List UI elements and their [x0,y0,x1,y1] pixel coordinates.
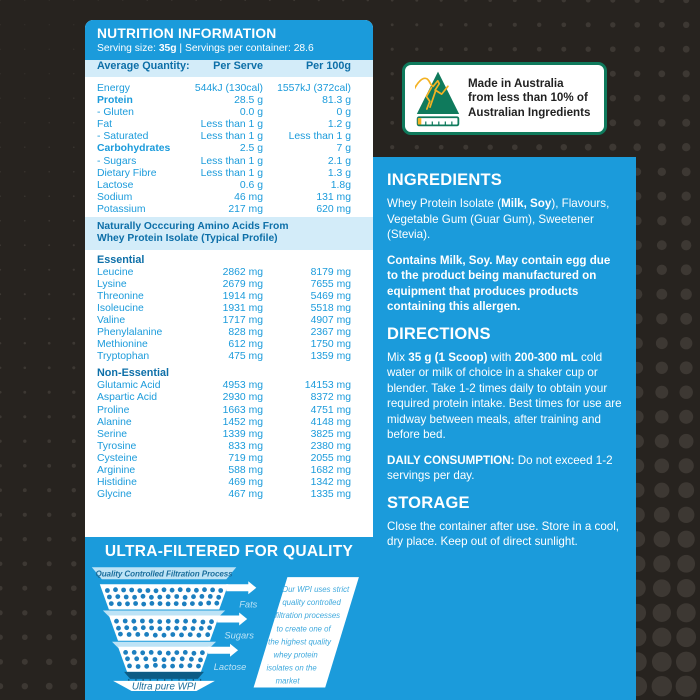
svg-text:the highest quality: the highest quality [268,637,332,646]
svg-text:filtration processes: filtration processes [275,611,340,620]
svg-text:isolates on the: isolates on the [266,664,317,673]
svg-text:market: market [276,677,301,686]
svg-text:quality controlled: quality controlled [282,598,341,607]
svg-text:Fats: Fats [239,600,257,610]
svg-text:Ultra pure WPI: Ultra pure WPI [132,681,197,691]
svg-text:Quality Controlled Filtration: Quality Controlled Filtration Process [96,569,234,578]
svg-text:Sugars: Sugars [224,631,254,641]
svg-text:whey protein: whey protein [273,651,317,660]
svg-text:Lactose: Lactose [214,662,247,672]
svg-text:to create one of: to create one of [277,624,332,633]
svg-text:Our WPI uses strict: Our WPI uses strict [282,585,350,594]
